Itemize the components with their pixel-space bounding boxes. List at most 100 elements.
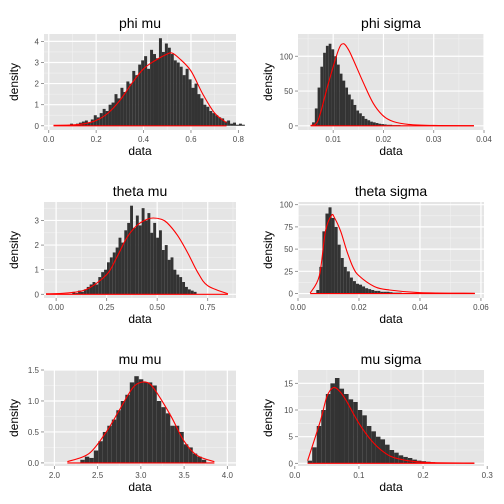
chart-title: mu sigma: [361, 351, 422, 367]
y-axis-title: density: [261, 231, 275, 269]
histogram-bar: [141, 208, 145, 295]
y-tick-label: 1.5: [28, 366, 40, 375]
x-tick-label: 0.03: [426, 135, 442, 144]
histogram-bar: [120, 87, 124, 126]
histogram-bar: [112, 252, 116, 295]
x-axis-title: data: [128, 480, 152, 494]
histogram-bar: [368, 289, 372, 294]
histogram-bars: [312, 43, 412, 126]
y-tick-label: 0: [289, 122, 294, 131]
histogram-bar: [156, 400, 162, 463]
y-tick-label: 2: [35, 80, 40, 89]
y-tick-label: 0: [289, 290, 294, 299]
histogram-bar: [135, 75, 139, 126]
histogram-bar: [380, 291, 384, 294]
histogram-bar: [230, 123, 234, 126]
y-axis-title: density: [7, 399, 21, 437]
x-axis-title: data: [379, 312, 403, 326]
histogram-bar: [109, 257, 113, 295]
histogram-bar: [209, 111, 213, 126]
histogram-bar: [233, 122, 236, 126]
histogram-bar: [212, 113, 216, 126]
density-curve: [310, 43, 474, 127]
histogram-bar: [89, 457, 94, 463]
histogram-bar: [123, 92, 127, 126]
panel-5: 0.0 0.1 0.2 0.3 0 5 10 15 mu sigma data density: [261, 351, 493, 494]
y-tick-label: 2: [35, 241, 40, 250]
histogram-bar: [176, 274, 180, 295]
histogram-bar: [173, 269, 177, 295]
y-axis-title: density: [7, 231, 21, 269]
y-tick-label: 3: [35, 216, 40, 225]
y-tick-label: 75: [284, 223, 293, 232]
x-axis-title: data: [379, 144, 403, 158]
x-tick-label: 2.5: [92, 471, 104, 480]
histogram-bar: [150, 49, 154, 126]
panel-2: 0.00 0.25 0.50 0.75 0 1 2 3 theta mu data density: [7, 183, 236, 326]
histogram-bar: [80, 459, 85, 463]
histogram-bar: [179, 277, 183, 295]
x-tick-label: 0.02: [376, 135, 392, 144]
density-curve: [307, 386, 475, 464]
x-tick-label: 0.25: [99, 303, 115, 312]
x-tick-label: 3.0: [135, 471, 147, 480]
histogram-bar: [107, 425, 112, 463]
histogram-bar: [164, 245, 168, 295]
histogram-bar: [359, 113, 362, 126]
histogram-bar: [90, 119, 94, 126]
y-tick-label: 5: [289, 433, 294, 442]
histogram-bar: [353, 402, 358, 464]
histogram-bar: [321, 410, 326, 464]
histogram-bar: [174, 425, 180, 463]
histogram-bar: [138, 379, 144, 463]
histogram-bar: [346, 271, 350, 294]
histogram-bar: [87, 122, 91, 126]
chart-title: phi mu: [119, 15, 161, 31]
histogram-bar: [370, 121, 373, 126]
histogram-bar: [121, 242, 125, 295]
histogram-bar: [356, 110, 360, 126]
histogram-bar: [194, 83, 198, 126]
y-tick-label: 50: [284, 245, 293, 254]
y-tick-label: 1.0: [28, 397, 40, 406]
histogram-bar: [320, 66, 324, 126]
histogram-bar: [141, 60, 145, 126]
histogram-bar: [106, 262, 110, 295]
histogram-bar: [158, 38, 162, 126]
histogram-bars: [316, 207, 408, 294]
histogram-bar: [358, 284, 363, 294]
histogram-bar: [161, 407, 166, 463]
histogram-bar: [328, 207, 332, 294]
panel-4: 2.0 2.5 3.0 3.5 4.0 0.0 0.5 1.0 1.5 mu mu data dens…: [7, 351, 236, 494]
histogram-bar: [334, 378, 340, 464]
y-tick-label: 100: [280, 201, 294, 210]
x-tick-label: 0.1: [353, 471, 365, 480]
y-tick-label: 0.0: [28, 459, 40, 468]
histogram-bar: [84, 456, 90, 463]
histogram-bar: [144, 56, 148, 126]
histogram-bar: [143, 382, 148, 463]
histogram-bar: [80, 291, 84, 295]
panel-3: 0.00 0.02 0.04 0.06 0 25 50 75 100 theta sigma dat…: [261, 183, 489, 326]
x-tick-label: 2.0: [49, 471, 61, 480]
histogram-bar: [334, 226, 338, 294]
histogram-bar: [118, 237, 122, 295]
histogram-bar: [336, 64, 340, 126]
x-tick-label: 0.2: [91, 135, 103, 144]
histogram-bar: [72, 291, 76, 295]
histogram-bar: [353, 104, 357, 126]
histogram-bar: [150, 232, 154, 295]
histogram-bar: [117, 98, 121, 126]
histogram-bar: [314, 108, 318, 126]
y-axis-title: density: [261, 399, 275, 437]
histogram-bar: [179, 66, 183, 126]
histogram-bar: [135, 215, 139, 295]
x-tick-label: 0.75: [200, 303, 216, 312]
histogram-bar: [89, 284, 93, 295]
histogram-bar: [165, 413, 171, 463]
histogram-bar: [138, 64, 142, 126]
density-curve: [309, 213, 475, 294]
x-tick-label: 0.8: [233, 135, 245, 144]
histogram-bar: [147, 68, 151, 126]
